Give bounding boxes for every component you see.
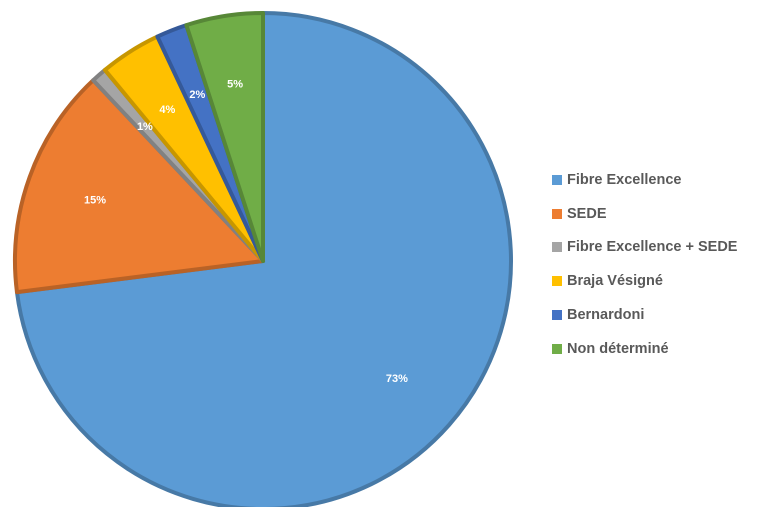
legend-swatch <box>552 242 562 253</box>
legend-item-non-determine: Non déterminé <box>552 332 756 366</box>
legend-label: Fibre Excellence <box>567 171 682 188</box>
legend-item-fibre-excellence: Fibre Excellence <box>552 163 756 197</box>
legend-item-bernardoni: Bernardoni <box>552 298 756 332</box>
pie-slice-non-determine <box>184 11 265 263</box>
legend-label: Fibre Excellence + SEDE <box>567 239 738 256</box>
pie-slice-sede <box>13 78 265 295</box>
data-label-sede: 15% <box>84 194 106 206</box>
legend-swatch <box>552 310 562 321</box>
data-label-non-determine: 5% <box>227 79 243 91</box>
legend-swatch <box>552 174 562 185</box>
legend-label: SEDE <box>567 205 607 222</box>
legend-item-braja-vesigne: Braja Vésigné <box>552 264 756 298</box>
data-label-fibre-excellence-sede: 1% <box>137 121 153 133</box>
legend-item-fibre-excellence-sede: Fibre Excellence + SEDE <box>552 231 756 265</box>
pie-data-labels: 73% 15% 1% 4% 2% 5% <box>84 79 408 386</box>
data-label-braja-vesigne: 4% <box>159 104 175 116</box>
legend-swatch <box>552 208 562 219</box>
legend-item-sede: SEDE <box>552 197 756 231</box>
legend-swatch <box>552 276 562 287</box>
legend-label: Braja Vésigné <box>567 273 663 290</box>
chart-legend: Fibre Excellence SEDE Fibre Excellence + S… <box>552 163 756 366</box>
legend-swatch <box>552 343 562 354</box>
pie-slices <box>13 11 513 511</box>
legend-label: Non déterminé <box>567 340 669 357</box>
legend-label: Bernardoni <box>567 307 645 324</box>
data-label-bernardoni: 2% <box>189 89 205 101</box>
data-label-fibre-excellence: 73% <box>386 373 408 385</box>
